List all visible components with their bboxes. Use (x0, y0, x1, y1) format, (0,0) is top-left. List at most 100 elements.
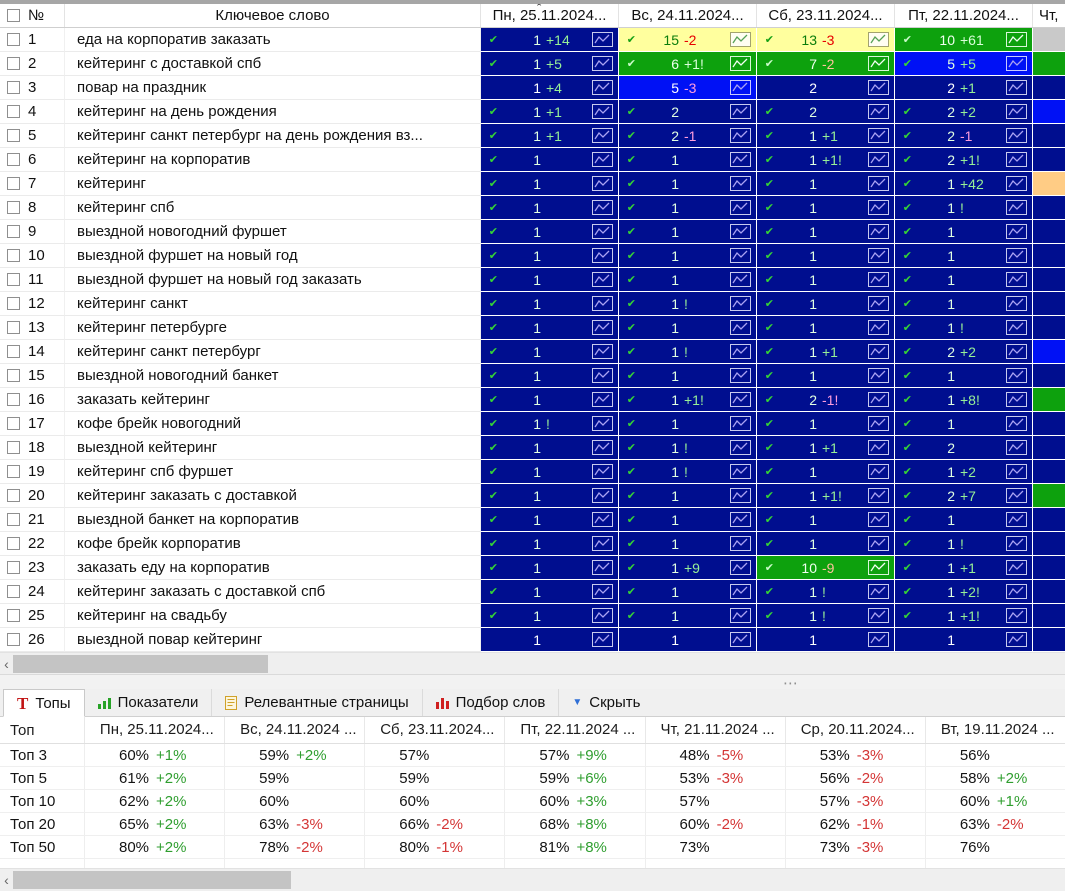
keyword-cell[interactable]: заказать кейтеринг (65, 388, 481, 412)
sparkline-chart-icon[interactable] (730, 320, 751, 335)
sparkline-chart-icon[interactable] (868, 392, 889, 407)
sparkline-chart-icon[interactable] (868, 344, 889, 359)
position-cell[interactable]: 5 -3 (619, 76, 757, 100)
position-cell[interactable]: ✔ 10 +61 (895, 28, 1033, 52)
sparkline-chart-icon[interactable] (868, 320, 889, 335)
sparkline-chart-icon[interactable] (730, 488, 751, 503)
position-cell[interactable]: ✔ 1 (895, 244, 1033, 268)
row-checkbox[interactable] (7, 321, 20, 334)
position-cell[interactable]: ✔ 1 +1! (619, 388, 757, 412)
sparkline-chart-icon[interactable] (730, 416, 751, 431)
sparkline-chart-icon[interactable] (592, 440, 613, 455)
position-cell[interactable]: ✔ 1 +1! (757, 484, 895, 508)
tops-date-header[interactable]: Чт, 21.11.2024 ... (644, 717, 785, 743)
position-cell[interactable]: ✔ 1 +42 (895, 172, 1033, 196)
position-cell[interactable]: ✔ 1 (757, 460, 895, 484)
sparkline-chart-icon[interactable] (730, 104, 751, 119)
sparkline-chart-icon[interactable] (1006, 104, 1027, 119)
position-cell[interactable]: ✔ 1 +1 (757, 340, 895, 364)
tops-date-header[interactable]: Вт, 19.11.2024 ... (924, 717, 1065, 743)
position-cell[interactable]: ✔ 1 (481, 292, 619, 316)
sparkline-chart-icon[interactable] (868, 272, 889, 287)
keyword-cell[interactable]: кейтеринг заказать с доставкой спб (65, 580, 481, 604)
date-column-header-thu[interactable]: Чт, (1039, 7, 1059, 24)
sparkline-chart-icon[interactable] (1006, 56, 1027, 71)
position-cell[interactable]: ✔ 1 (481, 196, 619, 220)
sparkline-chart-icon[interactable] (592, 536, 613, 551)
sparkline-chart-icon[interactable] (730, 560, 751, 575)
sparkline-chart-icon[interactable] (868, 608, 889, 623)
position-cell[interactable]: ✔ 1 (481, 364, 619, 388)
keyword-cell[interactable]: заказать еду на корпоратив (65, 556, 481, 580)
tab-hide[interactable]: ▼ Скрыть (559, 689, 653, 716)
sparkline-chart-icon[interactable] (730, 152, 751, 167)
scroll-left-icon[interactable]: ‹ (4, 655, 9, 672)
sparkline-chart-icon[interactable] (1006, 512, 1027, 527)
keyword-cell[interactable]: выездной фуршет на новый год заказать (65, 268, 481, 292)
position-cell[interactable]: ✔ 1 +1 (481, 124, 619, 148)
tops-date-header[interactable]: Сб, 23.11.2024... (364, 717, 504, 743)
sparkline-chart-icon[interactable] (730, 536, 751, 551)
sparkline-chart-icon[interactable] (868, 512, 889, 527)
sparkline-chart-icon[interactable] (730, 368, 751, 383)
sparkline-chart-icon[interactable] (730, 56, 751, 71)
keyword-cell[interactable]: повар на праздник (65, 76, 481, 100)
position-cell[interactable]: ✔ 1 ! (895, 196, 1033, 220)
sparkline-chart-icon[interactable] (592, 224, 613, 239)
keyword-cell[interactable]: кофе брейк новогодний (65, 412, 481, 436)
position-cell[interactable]: ✔ 2 +1! (895, 148, 1033, 172)
tops-date-header[interactable]: Ср, 20.11.2024... (784, 717, 925, 743)
sparkline-chart-icon[interactable] (730, 176, 751, 191)
position-cell[interactable]: ✔ 1 +1 (895, 556, 1033, 580)
horizontal-scrollbar-top[interactable]: ‹ (0, 652, 1065, 674)
position-cell[interactable]: ✔ 1 (757, 196, 895, 220)
date-column-header-mon[interactable]: ˆ Пн, 25.11.2024... (481, 4, 619, 27)
row-checkbox[interactable] (7, 465, 20, 478)
sparkline-chart-icon[interactable] (868, 584, 889, 599)
sparkline-chart-icon[interactable] (730, 584, 751, 599)
sparkline-chart-icon[interactable] (592, 104, 613, 119)
position-cell[interactable]: ✔ 13 -3 (757, 28, 895, 52)
sparkline-chart-icon[interactable] (592, 392, 613, 407)
sparkline-chart-icon[interactable] (868, 464, 889, 479)
position-cell[interactable]: ✔ 1 (481, 532, 619, 556)
position-cell[interactable]: ✔ 1 (895, 220, 1033, 244)
tab-word-selection[interactable]: Подбор слов (423, 689, 560, 716)
date-column-header-sat[interactable]: Сб, 23.11.2024... (757, 4, 895, 27)
sparkline-chart-icon[interactable] (592, 200, 613, 215)
sparkline-chart-icon[interactable] (1006, 224, 1027, 239)
keyword-column-header[interactable]: Ключевое слово (65, 4, 481, 27)
tops-date-header[interactable]: Пн, 25.11.2024... (83, 717, 224, 743)
position-cell[interactable]: ✔ 1 +5 (481, 52, 619, 76)
row-checkbox[interactable] (7, 537, 20, 550)
position-cell[interactable]: ✔ 1 (481, 388, 619, 412)
keyword-cell[interactable]: кейтеринг спб фуршет (65, 460, 481, 484)
splitter-handle-icon[interactable]: ⋯ (783, 675, 800, 692)
row-checkbox[interactable] (7, 489, 20, 502)
sparkline-chart-icon[interactable] (1006, 200, 1027, 215)
sparkline-chart-icon[interactable] (730, 200, 751, 215)
sparkline-chart-icon[interactable] (1006, 248, 1027, 263)
keyword-cell[interactable]: кейтеринг санкт (65, 292, 481, 316)
sparkline-chart-icon[interactable] (592, 632, 613, 647)
position-cell[interactable]: ✔ 15 -2 (619, 28, 757, 52)
position-cell[interactable]: ✔ 1 (619, 316, 757, 340)
position-cell[interactable]: 1 +4 (481, 76, 619, 100)
position-cell[interactable]: 1 (757, 628, 895, 652)
position-cell[interactable]: ✔ 1 ! (481, 412, 619, 436)
scrollbar-thumb[interactable] (13, 871, 291, 889)
sparkline-chart-icon[interactable] (592, 488, 613, 503)
row-checkbox[interactable] (7, 201, 20, 214)
sparkline-chart-icon[interactable] (730, 32, 751, 47)
position-cell[interactable]: ✔ 1 (757, 172, 895, 196)
sparkline-chart-icon[interactable] (868, 416, 889, 431)
sparkline-chart-icon[interactable] (592, 80, 613, 95)
sparkline-chart-icon[interactable] (730, 224, 751, 239)
sparkline-chart-icon[interactable] (592, 560, 613, 575)
row-checkbox[interactable] (7, 561, 20, 574)
sparkline-chart-icon[interactable] (1006, 608, 1027, 623)
position-cell[interactable]: 1 (481, 628, 619, 652)
sparkline-chart-icon[interactable] (592, 512, 613, 527)
tops-date-header[interactable]: Пт, 22.11.2024 ... (504, 717, 644, 743)
row-checkbox[interactable] (7, 297, 20, 310)
